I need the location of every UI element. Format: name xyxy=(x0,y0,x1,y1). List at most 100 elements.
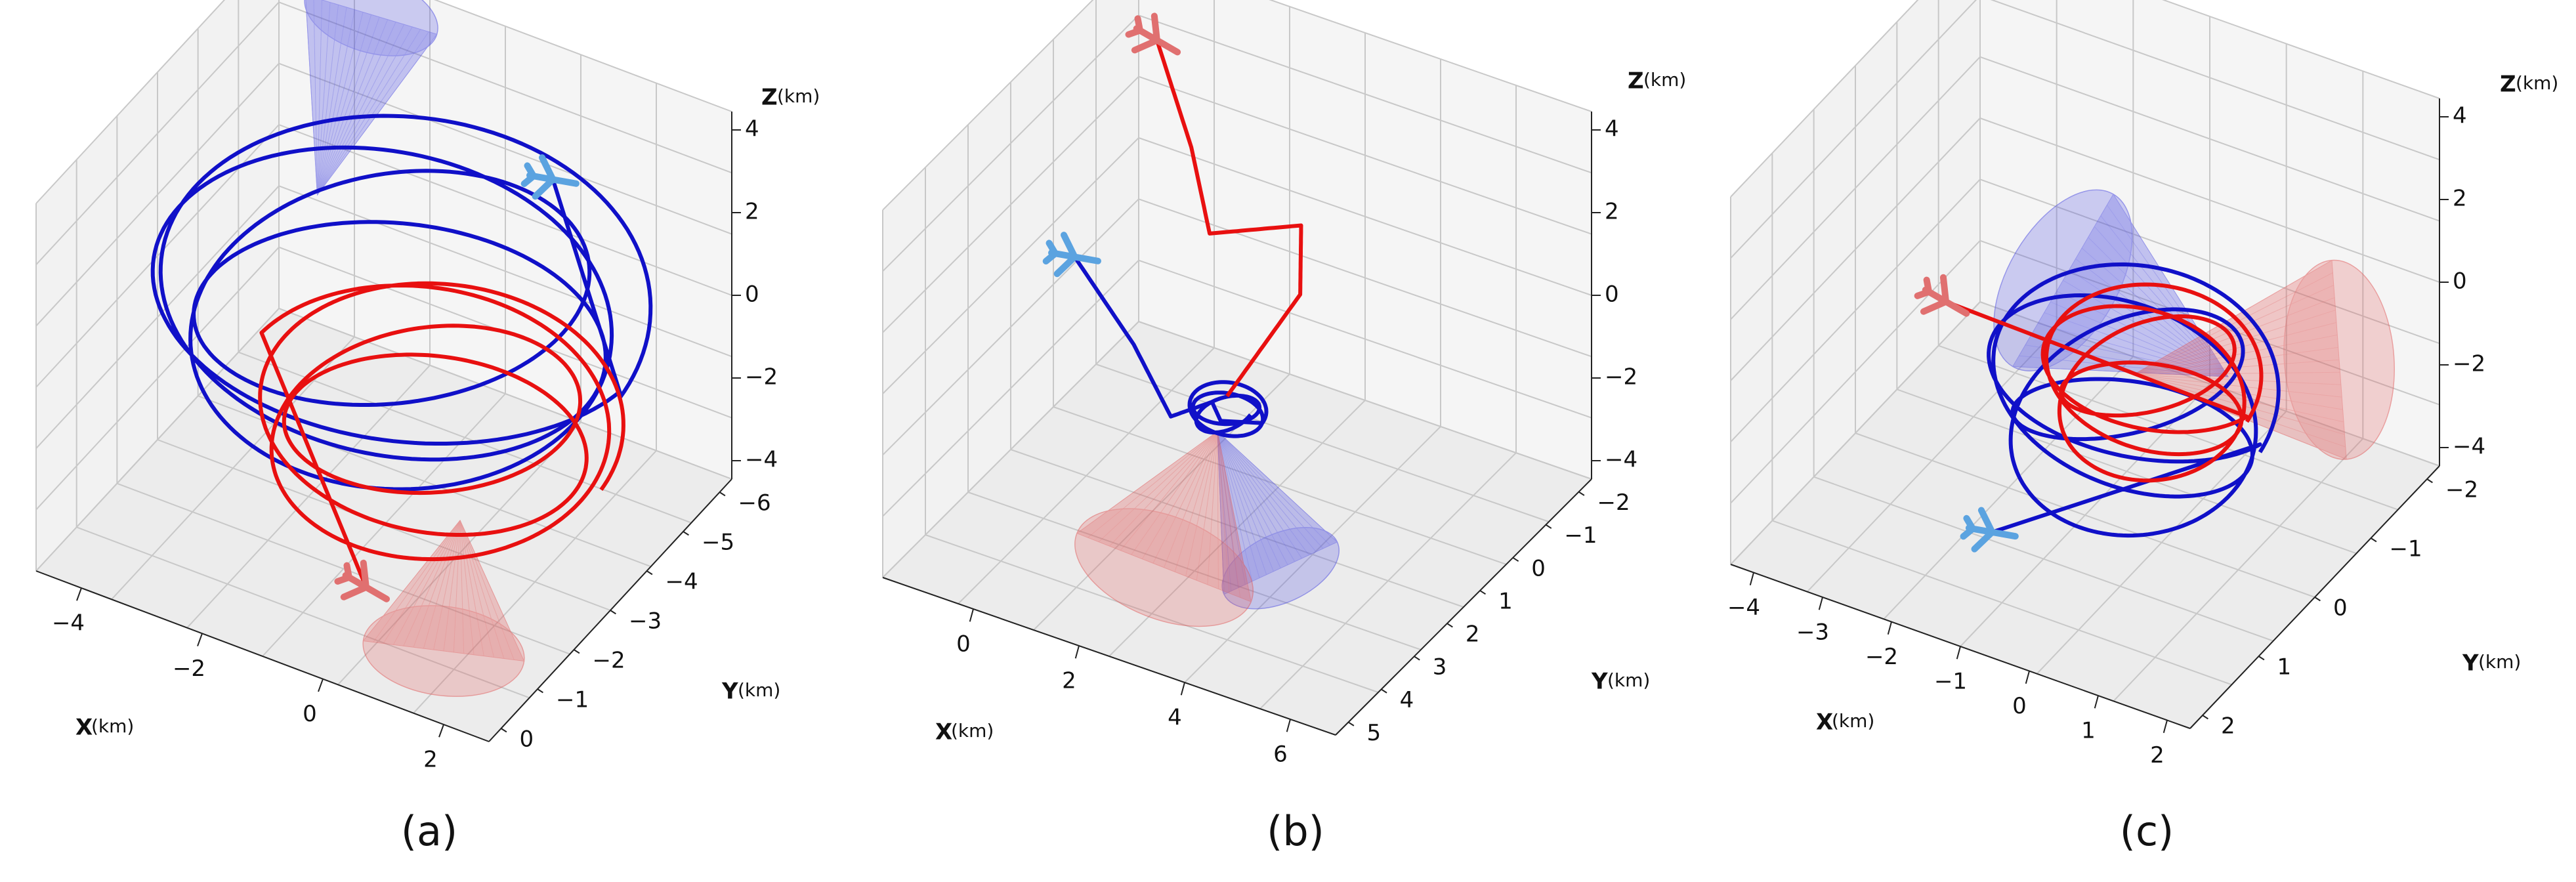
y-axis-unit: (km) xyxy=(738,679,780,701)
cone-base xyxy=(304,0,438,56)
y-tick-label: −2 xyxy=(1597,490,1630,516)
y-tick-label: 4 xyxy=(1400,687,1414,713)
y-tick-label: 0 xyxy=(520,726,534,753)
cone-mesh xyxy=(1217,431,1281,568)
cone-mesh xyxy=(433,520,461,650)
x-tick xyxy=(197,633,203,646)
cone-mesh xyxy=(1087,431,1218,538)
cone-mesh xyxy=(316,2,331,196)
blue-aircraft-icon xyxy=(1960,507,2019,553)
x-tick xyxy=(969,608,974,622)
cone-mesh xyxy=(2069,269,2229,377)
cone-mesh xyxy=(1217,431,1331,546)
cone-mesh xyxy=(383,520,461,644)
cone-mesh xyxy=(1131,431,1218,555)
cone-mesh xyxy=(1174,431,1218,572)
panel-label-a: (a) xyxy=(400,807,458,855)
y-tick xyxy=(2370,537,2377,543)
y-tick-label: −6 xyxy=(738,490,771,516)
axes-panes xyxy=(1730,0,2440,729)
cone-base xyxy=(1074,508,1254,627)
y-tick-label: −3 xyxy=(629,608,662,635)
y-axis-title: Y xyxy=(721,679,738,705)
cone-mesh xyxy=(1217,431,1241,598)
cone-mesh xyxy=(317,22,396,196)
y-axis-line xyxy=(1335,478,1592,736)
cone-mesh xyxy=(317,16,380,196)
x-tick-label: −1 xyxy=(1934,669,1967,695)
panel-label-b: (b) xyxy=(1267,807,1324,855)
cone-mesh xyxy=(2037,323,2229,377)
aircraft-shape xyxy=(520,154,580,200)
cone-mesh xyxy=(1217,431,1260,578)
y-tick xyxy=(610,610,616,615)
red-trajectory xyxy=(258,281,625,588)
cone-mesh xyxy=(1207,431,1218,585)
z-tick-label: −2 xyxy=(2453,351,2485,377)
cone-mesh xyxy=(313,0,318,196)
x-tick-label: 0 xyxy=(956,631,971,658)
red-cone xyxy=(1074,430,1254,627)
x-tick xyxy=(2094,695,2099,709)
y-tick-label: 0 xyxy=(1531,555,1546,581)
x-axis-title: X xyxy=(935,719,952,746)
grid-line xyxy=(2162,0,2440,99)
y-tick xyxy=(2314,597,2321,602)
aircraft-shape xyxy=(1914,274,1970,317)
grid-line xyxy=(1730,0,1977,259)
cone-base xyxy=(1221,527,1340,610)
x-tick-label: −4 xyxy=(52,610,85,637)
grid-line xyxy=(1730,0,1919,198)
cone-mesh xyxy=(459,520,495,658)
x-axis-unit: (km) xyxy=(951,720,994,742)
x-axis-title: X xyxy=(75,715,93,741)
z-tick-label: 4 xyxy=(2453,103,2467,129)
y-tick xyxy=(573,649,580,654)
cone-mesh xyxy=(1164,431,1218,568)
z-axis-unit: (km) xyxy=(1643,69,1686,91)
x-tick-label: 4 xyxy=(1168,705,1182,731)
y-tick-label: 2 xyxy=(2221,713,2235,740)
cone-side xyxy=(1076,430,1252,602)
x-tick xyxy=(2163,720,2168,734)
cone-mesh xyxy=(1217,431,1252,602)
y-tick xyxy=(2426,478,2433,484)
x-tick-label: 0 xyxy=(2012,693,2027,719)
cone-mesh xyxy=(1217,431,1253,581)
y-tick-label: 3 xyxy=(1433,654,1447,681)
z-axis-title: Z xyxy=(1628,68,1644,94)
x-axis-title: X xyxy=(1816,709,1833,736)
cone-mesh xyxy=(2133,374,2342,398)
y-tick xyxy=(1479,590,1487,595)
y-tick-label: 5 xyxy=(1367,720,1382,746)
y-tick-label: 2 xyxy=(1466,621,1480,648)
grid-line xyxy=(1938,345,2399,511)
cone-mesh xyxy=(459,520,505,659)
cone-mesh xyxy=(2031,333,2229,377)
y-axis-title: Y xyxy=(2462,650,2479,677)
cone-mesh xyxy=(1217,431,1303,559)
cone-mesh xyxy=(2133,272,2333,375)
cone-mesh xyxy=(423,520,461,649)
cone-mesh xyxy=(1217,431,1309,556)
y-tick-label: −2 xyxy=(593,648,625,674)
cone-mesh xyxy=(2100,215,2229,377)
cone-mesh xyxy=(2133,374,2344,423)
red-trajectory xyxy=(1945,282,2264,483)
cone-mesh xyxy=(317,14,372,196)
z-tick-label: 0 xyxy=(2453,268,2467,295)
y-tick-label: −1 xyxy=(1564,522,1597,549)
z-axis-unit: (km) xyxy=(2516,72,2558,94)
grid-line xyxy=(35,1,280,266)
y-tick xyxy=(1545,524,1552,529)
grid-line xyxy=(882,0,1094,211)
grid-line xyxy=(434,0,732,112)
y-axis-unit: (km) xyxy=(2478,651,2521,673)
cone-mesh xyxy=(1217,431,1239,588)
cone-mesh xyxy=(1196,431,1218,581)
cone-mesh xyxy=(317,19,389,196)
